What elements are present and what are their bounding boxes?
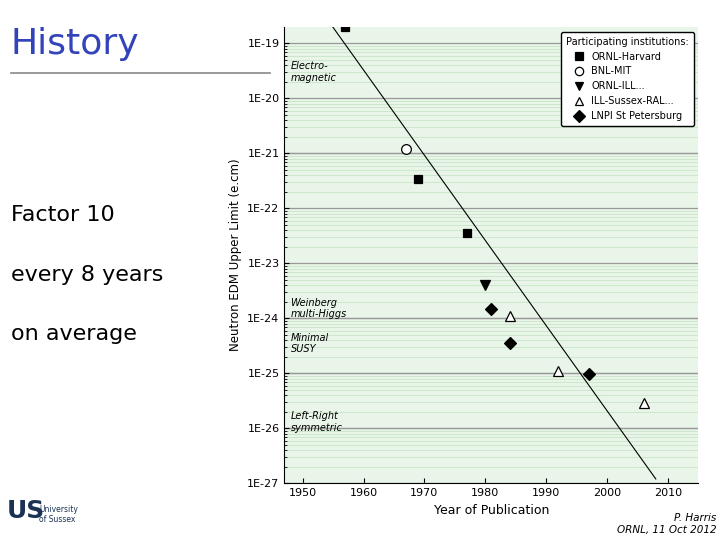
Text: Minimal
SUSY: Minimal SUSY [290,333,329,354]
Legend: ORNL-Harvard, BNL-MIT, ORNL-ILL..., ILL-Sussex-RAL..., LNPI St Petersburg: ORNL-Harvard, BNL-MIT, ORNL-ILL..., ILL-… [561,32,693,126]
Text: US: US [7,500,45,523]
Text: Factor 10: Factor 10 [11,205,114,225]
Text: Weinberg
multi-Higgs: Weinberg multi-Higgs [290,298,347,320]
Text: on average: on average [11,324,137,344]
Text: P. Harris
ORNL, 11 Oct 2012: P. Harris ORNL, 11 Oct 2012 [617,513,716,535]
Text: University
of Sussex: University of Sussex [39,505,78,524]
X-axis label: Year of Publication: Year of Publication [433,504,549,517]
Text: Left-Right
symmetric: Left-Right symmetric [290,411,343,433]
Y-axis label: Neutron EDM Upper Limit (e.cm): Neutron EDM Upper Limit (e.cm) [229,159,242,352]
Text: History: History [11,27,140,61]
Text: Electro-
magnetic: Electro- magnetic [290,62,336,83]
Text: every 8 years: every 8 years [11,265,163,285]
